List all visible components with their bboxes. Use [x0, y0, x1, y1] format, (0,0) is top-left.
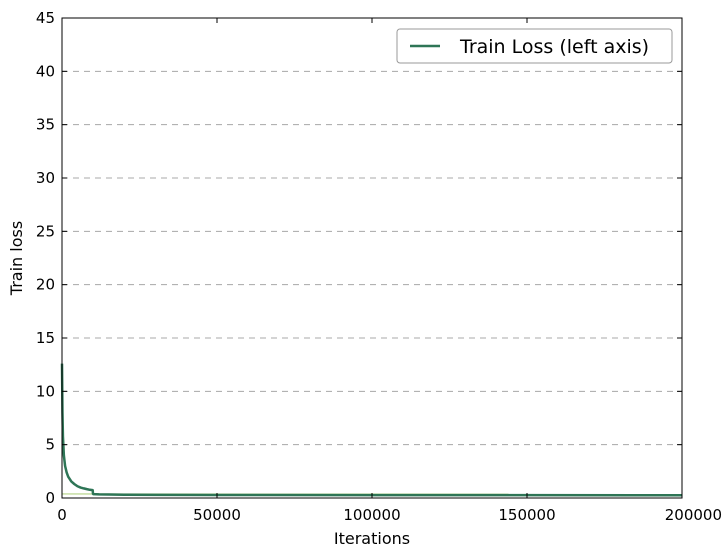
- y-axis-label: Train loss: [7, 221, 26, 296]
- x-tick-label-2: 100000: [343, 506, 400, 524]
- y-tick-label-0: 0: [45, 489, 55, 507]
- plot-frame: [61, 17, 683, 499]
- y-tick-label-8: 40: [36, 62, 55, 80]
- y-tick-label-5: 25: [36, 222, 55, 240]
- series-line-0: [60, 363, 683, 497]
- x-tick-label-0: 0: [57, 506, 67, 524]
- y-tick-label-6: 30: [36, 169, 55, 187]
- y-tick-label-7: 35: [36, 116, 55, 134]
- y-tick-label-3: 15: [36, 329, 55, 347]
- y-tick-label-9: 45: [36, 9, 55, 27]
- legend-box: [396, 28, 673, 64]
- y-tick-label-4: 20: [36, 276, 55, 294]
- x-axis-label: Iterations: [334, 529, 410, 548]
- legend-entry-train-loss: Train Loss (left axis): [459, 36, 649, 58]
- legend: Train Loss (left axis): [396, 28, 673, 64]
- y-tick-label-2: 10: [36, 382, 55, 400]
- y-tick-label-1: 5: [45, 436, 55, 454]
- x-tick-label-4: 200000: [665, 506, 722, 524]
- x-tick-label-3: 150000: [498, 506, 555, 524]
- series-layer: [60, 363, 683, 497]
- grid-lines: [62, 70, 682, 446]
- tick-layer: 0 5 10 15 20 25 30 35 40 45 0 50000 100000 150000 2000…: [36, 9, 722, 524]
- x-tick-label-1: 50000: [193, 506, 241, 524]
